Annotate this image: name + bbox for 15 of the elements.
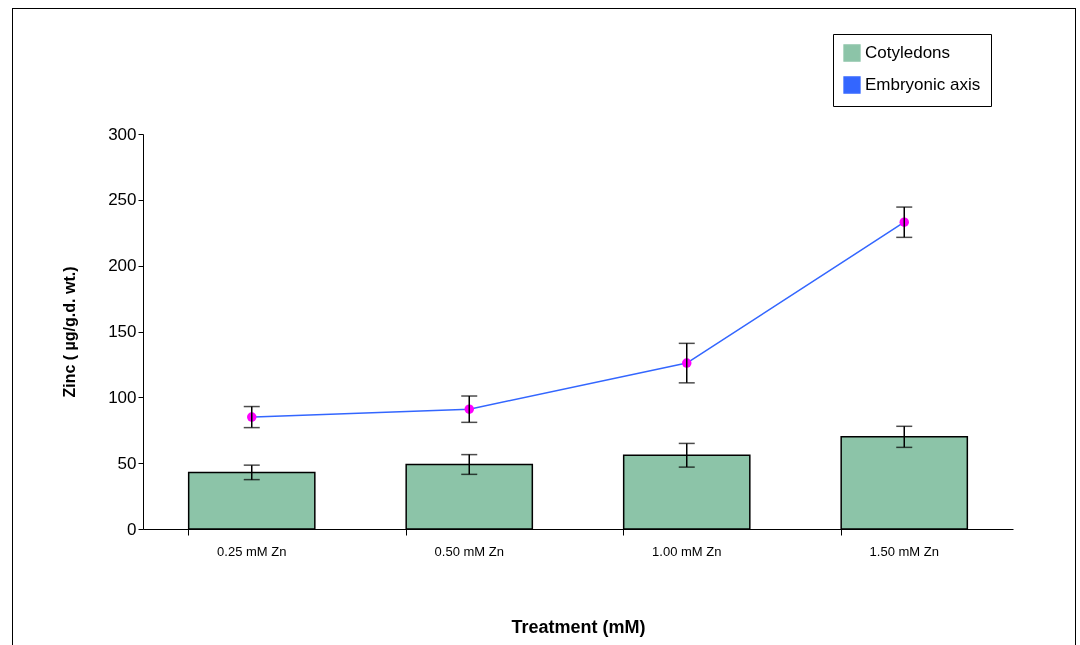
y-tick-label: 100 (108, 387, 137, 407)
y-tick-label: 150 (108, 322, 137, 341)
y-tick-label: 250 (108, 190, 137, 210)
legend-label: Embryonic axis (865, 75, 981, 94)
x-tick-label: 0.25 mM Zn (217, 543, 287, 559)
y-tick-label: 0 (127, 519, 137, 539)
x-tick-label: 1.00 mM Zn (652, 543, 722, 559)
x-tick-label: 0.50 mM Zn (434, 543, 504, 559)
y-tick-label: 50 (117, 453, 137, 473)
x-tick-label: 1.50 mM Zn (869, 543, 939, 559)
x-axis-title: Treatment (mM) (511, 616, 646, 637)
y-tick-label: 200 (108, 256, 137, 276)
y-axis-title: Zinc ( µg/g.d. wt.) (61, 266, 79, 398)
y-tick-label: 300 (108, 124, 137, 144)
legend-label: Cotyledons (865, 43, 951, 62)
